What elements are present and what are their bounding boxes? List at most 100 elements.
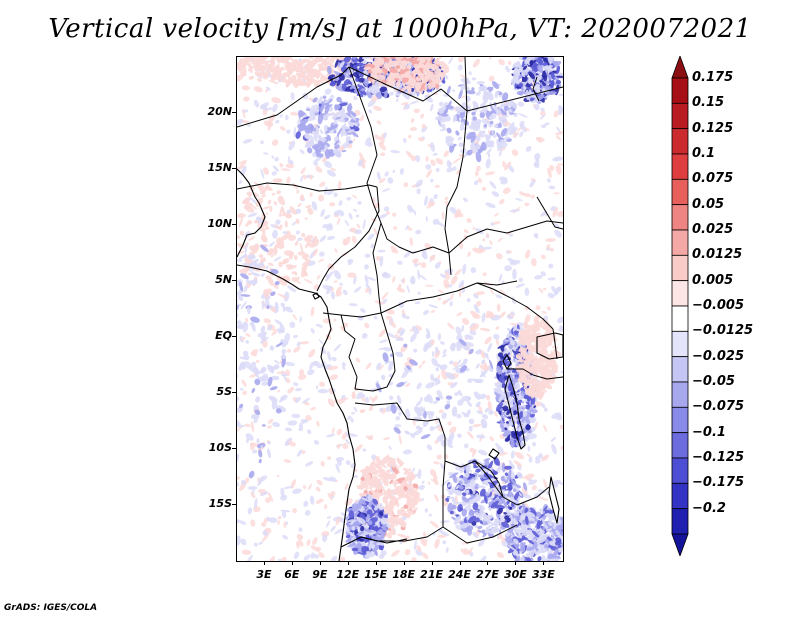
velocity-speckle xyxy=(283,486,293,489)
velocity-speckle xyxy=(420,434,431,440)
velocity-speckle xyxy=(434,494,439,502)
border-cameroon-gabon xyxy=(322,312,382,318)
velocity-speckle xyxy=(279,126,286,131)
velocity-speckle xyxy=(280,509,291,513)
velocity-speckle xyxy=(338,61,345,69)
velocity-speckle xyxy=(409,237,413,246)
velocity-speckle xyxy=(474,291,486,296)
velocity-speckle xyxy=(522,493,532,499)
velocity-speckle xyxy=(434,262,441,269)
velocity-speckle xyxy=(378,328,387,338)
velocity-speckle xyxy=(560,371,563,374)
velocity-speckle xyxy=(238,217,243,228)
velocity-speckle xyxy=(535,458,541,464)
velocity-speckle xyxy=(476,81,482,86)
velocity-speckle xyxy=(381,291,389,301)
velocity-speckle xyxy=(271,97,281,104)
velocity-speckle xyxy=(524,127,530,131)
velocity-speckle xyxy=(397,533,408,538)
velocity-speckle xyxy=(383,132,387,139)
velocity-speckle xyxy=(485,171,495,176)
velocity-speckle xyxy=(424,508,429,513)
velocity-speckle xyxy=(436,389,443,398)
velocity-speckle xyxy=(528,456,533,463)
velocity-speckle xyxy=(242,390,247,396)
velocity-speckle xyxy=(315,486,321,492)
velocity-speckle xyxy=(391,249,399,254)
velocity-speckle xyxy=(470,323,479,332)
velocity-speckle xyxy=(264,300,270,305)
velocity-speckle xyxy=(357,315,364,321)
velocity-speckle xyxy=(247,507,253,515)
velocity-speckle xyxy=(315,156,322,162)
velocity-speckle xyxy=(479,555,487,561)
velocity-speckle xyxy=(466,218,472,223)
velocity-speckle xyxy=(430,159,436,167)
velocity-speckle xyxy=(326,57,330,60)
velocity-speckle xyxy=(424,195,428,206)
velocity-speckle xyxy=(284,57,290,62)
velocity-speckle xyxy=(491,221,501,225)
velocity-speckle xyxy=(329,202,336,207)
velocity-speckle xyxy=(541,254,546,260)
velocity-speckle xyxy=(359,152,365,163)
velocity-speckle xyxy=(311,201,318,211)
velocity-speckle xyxy=(335,516,341,526)
velocity-speckle xyxy=(261,533,269,542)
velocity-speckle xyxy=(237,320,242,326)
velocity-speckle xyxy=(322,284,333,291)
velocity-speckle xyxy=(390,150,401,154)
velocity-speckle xyxy=(509,209,521,213)
velocity-speckle xyxy=(237,373,239,378)
velocity-speckle xyxy=(524,314,531,323)
velocity-speckle xyxy=(450,346,456,352)
velocity-speckle xyxy=(454,269,462,276)
velocity-speckle xyxy=(336,443,341,449)
border-cameroon-car xyxy=(372,222,382,314)
velocity-speckle xyxy=(272,103,278,113)
velocity-speckle xyxy=(339,556,346,561)
velocity-speckle xyxy=(284,114,289,121)
velocity-speckle xyxy=(263,318,271,324)
velocity-speckle xyxy=(478,405,483,414)
velocity-speckle xyxy=(449,426,457,434)
velocity-speckle xyxy=(272,57,281,61)
velocity-speckle xyxy=(472,423,482,428)
velocity-speckle xyxy=(253,99,260,108)
velocity-speckle xyxy=(448,360,454,365)
velocity-speckle xyxy=(268,79,279,85)
velocity-speckle xyxy=(360,114,365,122)
velocity-speckle xyxy=(477,539,485,547)
velocity-speckle xyxy=(283,459,292,464)
velocity-speckle xyxy=(263,152,269,155)
velocity-speckle xyxy=(275,219,281,225)
velocity-speckle xyxy=(272,165,280,172)
velocity-speckle xyxy=(253,192,260,198)
velocity-speckle xyxy=(250,519,256,527)
velocity-speckle xyxy=(357,200,362,205)
velocity-speckle xyxy=(270,65,278,74)
velocity-speckle xyxy=(497,237,503,243)
velocity-speckle xyxy=(401,102,409,105)
velocity-speckle xyxy=(347,259,352,263)
velocity-speckle xyxy=(250,421,255,433)
velocity-speckle xyxy=(391,549,400,557)
velocity-speckle xyxy=(330,525,336,532)
velocity-speckle xyxy=(285,57,292,60)
velocity-speckle xyxy=(446,160,452,169)
velocity-speckle xyxy=(445,547,449,553)
velocity-speckle xyxy=(331,57,338,60)
velocity-speckle xyxy=(273,359,280,365)
velocity-speckle xyxy=(286,176,291,185)
velocity-speckle xyxy=(379,255,384,267)
velocity-speckle xyxy=(329,94,335,100)
velocity-speckle xyxy=(360,308,366,313)
velocity-speckle xyxy=(348,212,353,220)
velocity-speckle xyxy=(327,492,333,501)
velocity-speckle xyxy=(453,501,461,505)
velocity-speckle xyxy=(383,206,390,212)
velocity-speckle xyxy=(255,57,261,64)
velocity-speckle xyxy=(560,445,563,450)
velocity-speckle xyxy=(293,255,298,260)
velocity-speckle xyxy=(485,158,491,169)
